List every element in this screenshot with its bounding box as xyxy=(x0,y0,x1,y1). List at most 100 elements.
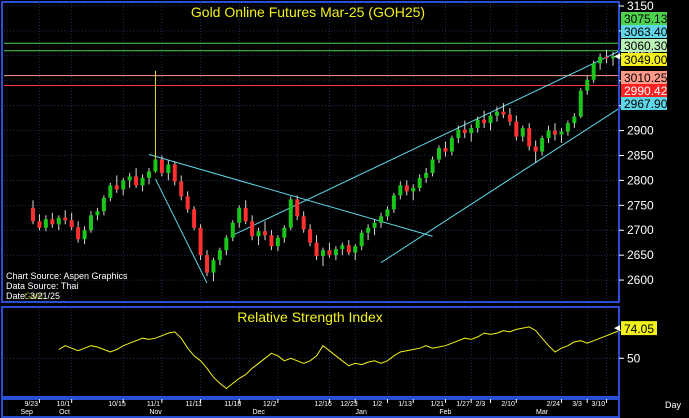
rsi-value-label: 74.05 xyxy=(624,322,654,336)
trend-channels xyxy=(148,41,640,284)
candle-body xyxy=(546,130,551,139)
candle-body xyxy=(527,128,532,147)
data-source-note: Data Source: Thai xyxy=(6,281,78,291)
candle-body xyxy=(424,172,429,178)
x-tick-label: 9/23 xyxy=(24,401,38,408)
rsi-tick-label: 50 xyxy=(627,351,641,365)
candle-body xyxy=(495,111,499,116)
month-label: Oct xyxy=(59,409,70,416)
candle-body xyxy=(237,207,242,223)
price-tick-label: 2700 xyxy=(627,223,654,237)
x-tick-label: 12/16 xyxy=(314,401,332,408)
uptrend-channel-upper xyxy=(232,41,639,236)
price-tick-label: 2900 xyxy=(627,124,654,138)
candle-body xyxy=(475,119,480,129)
rsi-title: Relative Strength Index xyxy=(237,309,383,325)
candle-body xyxy=(391,195,396,210)
price-tick-label: 2750 xyxy=(627,198,654,212)
x-tick-label: 3/3 xyxy=(572,401,582,408)
candle-body xyxy=(37,221,42,228)
candle-body xyxy=(327,250,332,256)
level-badge-label: 3010.25 xyxy=(624,71,668,85)
candle-body xyxy=(69,220,74,228)
last-price-marker xyxy=(614,53,620,60)
candle-body xyxy=(321,250,325,257)
candle-body xyxy=(379,216,383,223)
candle-body xyxy=(449,138,454,152)
x-tick-label: 1/27 xyxy=(456,401,470,408)
month-label: Jan xyxy=(356,409,367,416)
rsi-last-marker xyxy=(614,325,620,332)
candle-body xyxy=(76,227,81,240)
candle-body xyxy=(443,148,448,152)
candle-body xyxy=(572,116,577,124)
candle-body xyxy=(372,222,377,228)
candlesticks xyxy=(31,49,615,282)
candle-body xyxy=(301,216,306,230)
candle-body xyxy=(82,230,87,240)
candle-body xyxy=(314,242,319,257)
candle-body xyxy=(462,129,467,134)
candle-body xyxy=(482,119,487,124)
price-tick-label: 3150 xyxy=(627,0,654,13)
candle-body xyxy=(359,232,364,247)
candle-body xyxy=(501,111,506,115)
candle-body xyxy=(333,249,338,256)
candle-body xyxy=(43,219,48,228)
watermark: Gold xyxy=(24,291,43,301)
candle-body xyxy=(179,181,184,197)
level-badge-2967.90 xyxy=(621,97,667,110)
candle-body xyxy=(520,128,525,137)
candle-body xyxy=(437,148,441,160)
candle-body xyxy=(611,56,615,59)
candle-body xyxy=(404,185,409,192)
price-panel-frame xyxy=(1,1,620,303)
x-axis-label: Day xyxy=(665,400,682,410)
candle-body xyxy=(269,235,274,247)
level-badge-3060.30 xyxy=(621,39,667,52)
candle-body xyxy=(63,217,68,221)
candle-body xyxy=(147,171,151,178)
candle-body xyxy=(263,231,267,236)
candle-body xyxy=(89,215,93,231)
month-label: Nov xyxy=(149,409,162,416)
level-badge-3049.00 xyxy=(621,53,667,66)
candle-body xyxy=(121,180,126,190)
candle-body xyxy=(31,207,35,222)
candle-body xyxy=(514,121,519,137)
candle-body xyxy=(256,231,261,237)
candle-body xyxy=(591,63,596,80)
month-label: Mar xyxy=(536,409,549,416)
level-badge-label: 2990.42 xyxy=(624,84,668,98)
candle-body xyxy=(243,207,248,222)
candle-body xyxy=(553,130,557,135)
level-badge-label: 3075.13 xyxy=(624,12,668,26)
candle-body xyxy=(172,164,177,182)
candle-body xyxy=(540,138,545,152)
level-badge-label: 3049.00 xyxy=(624,53,668,67)
candle-body xyxy=(140,177,145,186)
candle-body xyxy=(288,199,293,228)
x-tick-label: 11/18 xyxy=(224,401,241,408)
x-axis-frame xyxy=(1,398,620,418)
candle-body xyxy=(308,229,313,243)
candle-body xyxy=(565,123,570,132)
candle-body xyxy=(346,245,351,253)
candle-body xyxy=(488,115,493,124)
candle-body xyxy=(101,197,106,212)
x-tick-label: 12/23 xyxy=(340,401,358,408)
candle-body xyxy=(108,185,113,198)
candle-body xyxy=(217,250,222,261)
x-tick-label: 1/13 xyxy=(398,401,412,408)
x-tick-label: 2/10 xyxy=(501,401,515,408)
candle-body xyxy=(430,159,435,173)
rsi-grid xyxy=(4,309,618,396)
candle-body xyxy=(282,227,287,238)
downtrend-channel-lower xyxy=(154,178,208,284)
candle-body xyxy=(50,219,55,225)
candle-body xyxy=(585,79,590,91)
candle-body xyxy=(224,237,229,251)
candle-body xyxy=(114,185,119,190)
candle-body xyxy=(153,159,158,172)
